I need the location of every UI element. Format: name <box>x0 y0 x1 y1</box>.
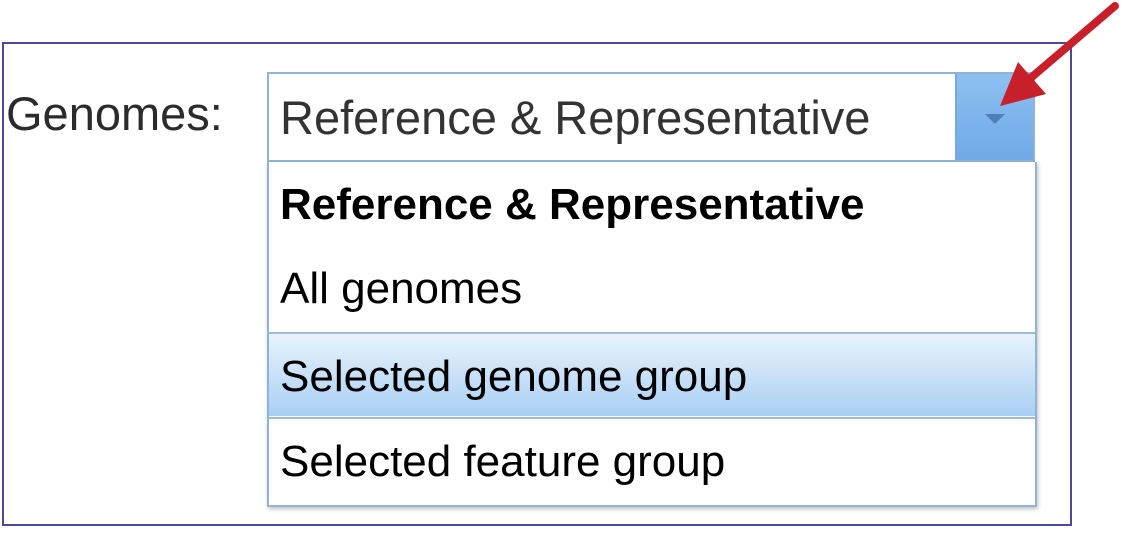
select-current-value: Reference & Representative <box>280 91 871 144</box>
red-arrow-icon <box>1000 2 1119 106</box>
option-label: All genomes <box>280 264 523 313</box>
option-all-genomes[interactable]: All genomes <box>269 246 1035 330</box>
genomes-label: Genomes: <box>6 87 223 140</box>
option-label: Reference & Representative <box>280 180 865 229</box>
option-selected-genome-group[interactable]: Selected genome group <box>269 332 1035 416</box>
option-label: Selected feature group <box>280 437 726 486</box>
option-reference-representative[interactable]: Reference & Representative <box>269 162 1035 246</box>
option-label: Selected genome group <box>280 352 748 401</box>
option-selected-feature-group[interactable]: Selected feature group <box>269 417 1035 501</box>
genomes-select[interactable]: Reference & Representative <box>267 72 1035 162</box>
genomes-dropdown-list: Reference & Representative All genomes S… <box>267 162 1037 507</box>
chevron-down-icon <box>985 114 1005 124</box>
